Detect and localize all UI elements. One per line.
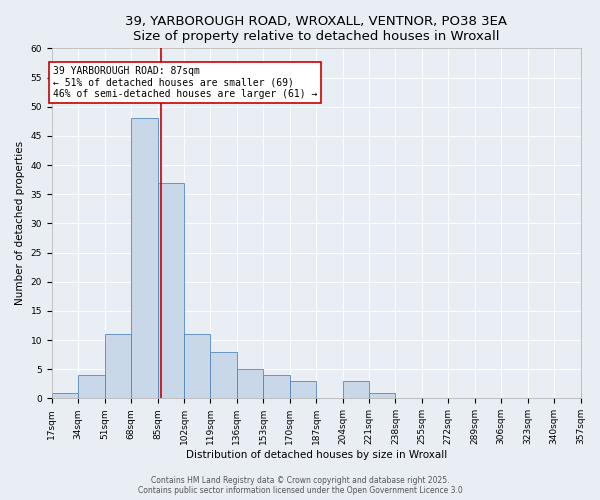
Bar [211, 352, 237, 399]
Text: Contains HM Land Registry data © Crown copyright and database right 2025.
Contai: Contains HM Land Registry data © Crown c… [137, 476, 463, 495]
X-axis label: Distribution of detached houses by size in Wroxall: Distribution of detached houses by size … [185, 450, 447, 460]
Bar [369, 392, 395, 398]
Bar [290, 381, 316, 398]
Bar [104, 334, 131, 398]
Bar [131, 118, 158, 398]
Title: 39, YARBOROUGH ROAD, WROXALL, VENTNOR, PO38 3EA
Size of property relative to det: 39, YARBOROUGH ROAD, WROXALL, VENTNOR, P… [125, 15, 507, 43]
Bar [184, 334, 211, 398]
Bar [52, 392, 78, 398]
Y-axis label: Number of detached properties: Number of detached properties [15, 142, 25, 306]
Bar [263, 375, 290, 398]
Bar [78, 375, 104, 398]
Text: 39 YARBOROUGH ROAD: 87sqm
← 51% of detached houses are smaller (69)
46% of semi-: 39 YARBOROUGH ROAD: 87sqm ← 51% of detac… [53, 66, 317, 99]
Bar [237, 369, 263, 398]
Bar [343, 381, 369, 398]
Bar [158, 182, 184, 398]
